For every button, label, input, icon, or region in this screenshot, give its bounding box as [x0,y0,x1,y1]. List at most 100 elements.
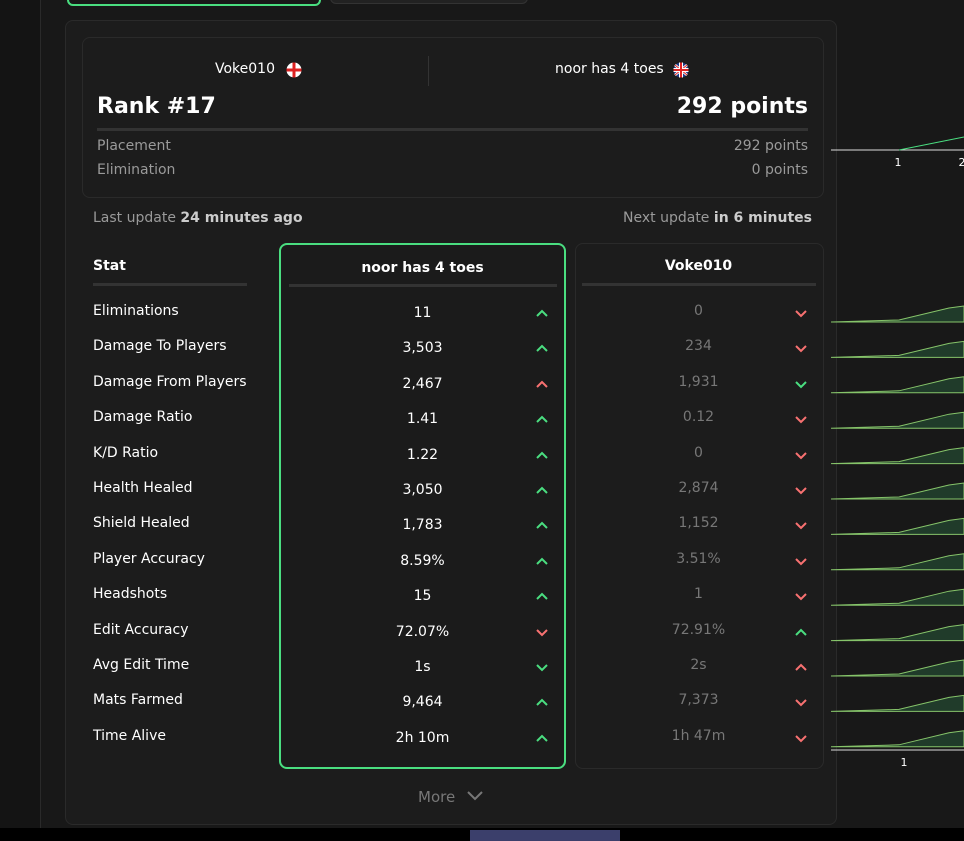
line [898,136,964,151]
sparkline [830,376,964,394]
stat-label: Damage From Players [93,373,247,390]
column-header: Voke010 [664,258,733,274]
score-box [82,37,824,198]
sidebar [0,0,41,828]
stat-value: 0.12 [682,409,715,426]
breakdown-label: Placement [97,138,171,154]
trend-arrow [536,698,548,707]
stat-value: 72.91% [671,621,726,638]
breakdown-value: 0 points [751,162,808,178]
sparkline [830,588,964,606]
divider [93,283,247,286]
stat-value: 72.07% [395,623,450,640]
trend-arrow [795,522,807,530]
stat-value: 3,050 [402,482,443,498]
side-charts: 1 2 1 [830,136,964,769]
flag [286,62,302,78]
breakdown-label: Elimination [97,162,176,178]
stat-value: 0 [694,444,703,461]
value: 24 minutes ago [180,210,303,226]
trend-arrow [795,487,807,495]
stat-value: 3,503 [402,340,443,357]
sparkline [830,624,964,642]
stat-label: Health Healed [93,480,193,496]
sparkline [830,305,964,323]
trend-arrow [536,734,548,742]
sparkline [830,340,964,358]
stat-label: Shield Healed [93,515,190,532]
tick-label: 2 [959,156,964,169]
points: 292 points [676,94,808,119]
sparkline [830,730,964,748]
player-name: Voke010 [215,61,275,77]
trend-arrow [536,415,548,423]
trend-arrow [536,451,548,459]
sparkline [830,447,964,465]
stat-value: 2s [690,657,707,673]
column-header: noor has 4 toes [361,260,484,276]
trend-arrow [795,628,807,636]
trend-arrow [795,381,807,389]
tick-label: 1 [895,156,902,169]
trend-arrow [795,735,807,743]
stat-label: Edit Accuracy [93,621,189,638]
stat-value: 1,783 [402,517,443,534]
trend-arrow [795,451,807,460]
divider [428,56,429,86]
stat-label: K/D Ratio [93,444,159,461]
stat-label: Damage To Players [93,338,227,355]
stat-value: 8.59% [400,552,445,569]
stat-value: 1,152 [678,515,719,532]
trend-arrow [795,558,807,566]
rank: Rank #17 [97,94,216,119]
trend-arrow [536,344,548,353]
player-name: noor has 4 toes [555,61,664,77]
stat-value: 1 [694,586,703,603]
stat-value: 7,373 [678,692,719,709]
trend-arrow [795,416,807,424]
stat-value: 3.51% [676,550,721,567]
divider [97,128,808,131]
trend-arrow [795,663,807,671]
label: Next update [623,210,710,226]
trend-arrow [795,699,807,707]
stat-value: 2,874 [678,480,719,496]
stat-label: Damage Ratio [93,409,193,426]
stat-value: 11 [413,305,432,321]
tab[interactable] [330,0,528,4]
label: More [418,788,456,806]
stat-value: 15 [413,588,432,605]
thumbnail [470,830,620,841]
stat-value: 1s [414,659,431,675]
stat-label: Eliminations [93,303,179,319]
breakdown-value: 292 points [733,138,808,154]
divider [582,283,816,286]
stat-value: 0 [694,303,703,319]
sparkline [830,553,964,571]
sparkline [830,694,964,712]
sparkline [830,482,964,500]
player-column [575,243,824,769]
trend-arrow [536,592,548,600]
sparkline [830,659,964,677]
trend-arrow [536,557,548,565]
stat-value: 1,931 [678,373,719,390]
stat-value: 9,464 [402,694,443,711]
trend-arrow [795,593,807,601]
trend-arrow [536,628,548,637]
tab[interactable] [67,0,321,6]
trend-arrow [536,309,548,317]
sparkline [830,517,964,535]
divider [289,284,557,287]
value: in 6 minutes [713,210,812,226]
stat-label: Time Alive [93,727,166,744]
stat-label: Avg Edit Time [93,657,190,673]
chevron [467,791,483,801]
stat-value: 1h 47m [671,727,726,744]
last-update: Last update 24 minutes ago [93,210,303,226]
player-column [279,243,566,769]
more-button[interactable]: More [418,788,485,806]
label: Last update [93,210,176,226]
stat-label: Headshots [93,586,168,603]
